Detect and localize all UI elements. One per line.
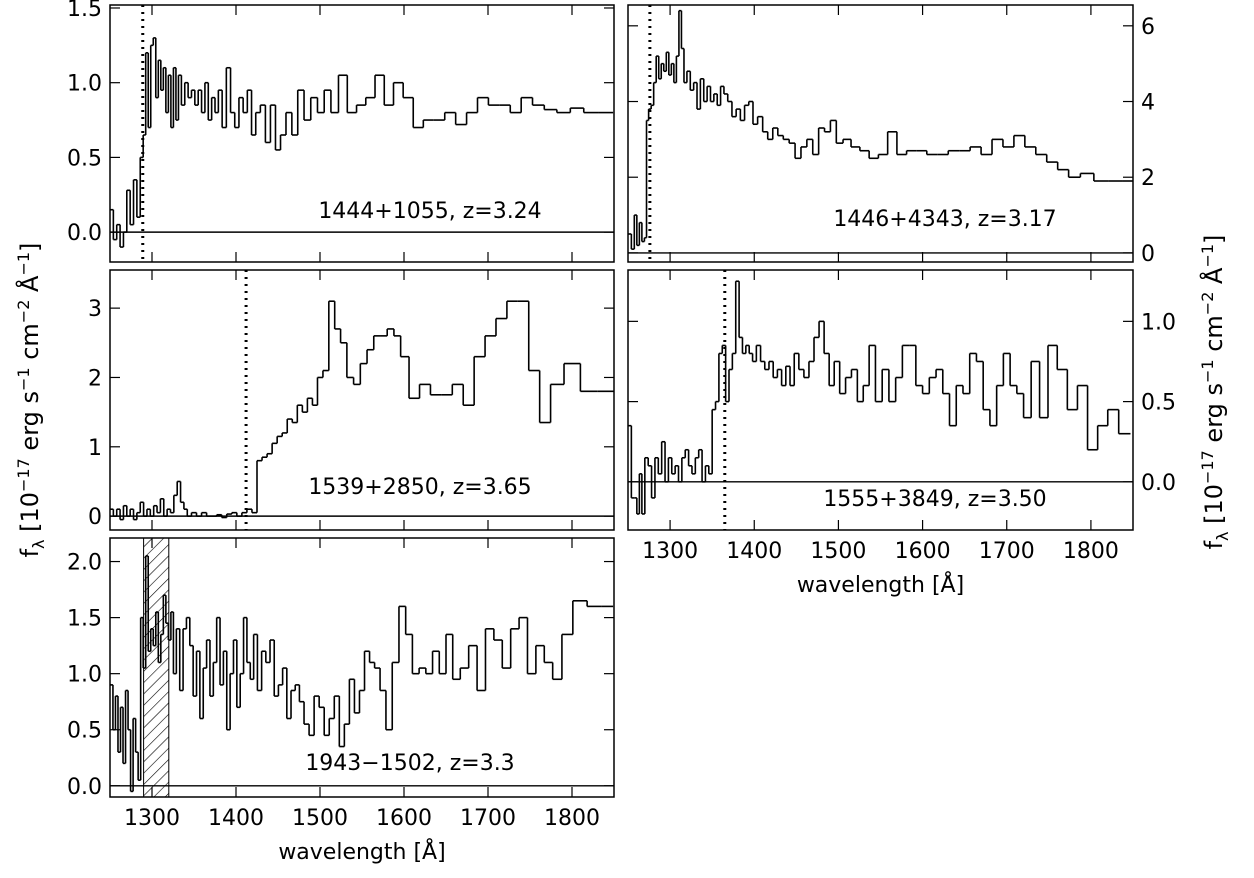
y-tick-label: 1 (88, 436, 102, 461)
x-tick-label: 1800 (1063, 539, 1119, 564)
y-axis-label-part: cm (1200, 315, 1228, 359)
x-axis-label: wavelength [Å] (278, 838, 445, 865)
y-tick-label: 0 (1141, 242, 1155, 267)
y-tick-label: 1.0 (67, 72, 102, 97)
y-tick-label: 2 (88, 366, 102, 391)
y-tick-label: 1.0 (67, 663, 102, 688)
y-axis-label-part: erg s (16, 391, 44, 458)
spectrum-label: 1539+2850, z=3.65 (308, 475, 531, 500)
y-axis-label-part: Å (1199, 267, 1228, 292)
y-tick-label: 0.0 (67, 775, 102, 800)
spectrum-label: 1555+3849, z=3.50 (823, 487, 1046, 512)
spectrum-label: 1444+1055, z=3.24 (318, 199, 541, 224)
spectrum-label: 1446+4343, z=3.17 (833, 207, 1056, 232)
x-tick-label: 1500 (292, 806, 348, 831)
y-axis-label-part: [10 (1200, 484, 1228, 532)
spectrum-label: 1943−1502, z=3.3 (305, 751, 514, 776)
y-axis-label-part: −17 (14, 458, 33, 492)
y-tick-label: 2.0 (67, 551, 102, 576)
y-axis-label-part: −1 (14, 367, 33, 391)
panel-frame (109, 537, 615, 798)
x-tick-label: 1300 (124, 806, 180, 831)
plot-area (110, 5, 614, 262)
y-axis-label-part: ] (1200, 235, 1228, 244)
y-axis-label-part: Å (15, 275, 44, 300)
y-tick-label: 0 (88, 505, 102, 530)
panel-frame (627, 269, 1134, 531)
x-tick-label: 1600 (895, 539, 951, 564)
x-tick-label: 1300 (642, 539, 698, 564)
y-axis-label-part: cm (16, 323, 44, 367)
y-tick-label: 3 (88, 297, 102, 322)
x-tick-label: 1700 (460, 806, 516, 831)
y-tick-label: 1.5 (67, 607, 102, 632)
y-axis-label-part: −17 (1198, 450, 1217, 484)
y-tick-label: 0.5 (67, 719, 102, 744)
x-tick-label: 1800 (544, 806, 600, 831)
y-tick-label: 4 (1141, 91, 1155, 116)
y-tick-label: 6 (1141, 15, 1155, 40)
panel-frame (109, 269, 615, 531)
y-axis-label-part: f (16, 548, 44, 557)
y-axis-label-part: ] (16, 243, 44, 252)
y-axis-label-part: erg s (1200, 383, 1228, 450)
y-axis-label-part: −1 (1198, 244, 1217, 268)
plot-area (110, 538, 614, 797)
y-axis-label: fλ [10−17 erg s−1 cm−2 Å−1] (1198, 235, 1232, 550)
y-axis-label-part: λ (1213, 532, 1232, 541)
y-axis-label: fλ [10−17 erg s−1 cm−2 Å−1] (14, 243, 48, 558)
shaded-region (143, 538, 170, 797)
y-tick-label: 0.0 (1141, 471, 1176, 496)
x-tick-label: 1600 (376, 806, 432, 831)
panel-frame (627, 4, 1134, 263)
y-tick-label: 1.0 (1141, 310, 1176, 335)
plot-area (628, 5, 1133, 262)
y-axis-label-part: −2 (14, 300, 33, 324)
y-axis-label-part: λ (29, 540, 48, 549)
x-tick-label: 1400 (726, 539, 782, 564)
x-tick-label: 1500 (810, 539, 866, 564)
y-axis-label-part: −2 (1198, 292, 1217, 316)
panel-frame (109, 4, 615, 263)
plot-area (110, 270, 614, 530)
y-axis-label-part: −1 (1198, 359, 1217, 383)
y-tick-label: 2 (1141, 166, 1155, 191)
y-axis-label-part: −1 (14, 252, 33, 276)
y-axis-label-part: f (1200, 540, 1228, 549)
y-axis-label-part: [10 (16, 492, 44, 540)
y-tick-label: 0.0 (67, 221, 102, 246)
plot-area (628, 270, 1133, 530)
y-tick-label: 0.5 (67, 146, 102, 171)
x-tick-label: 1400 (208, 806, 264, 831)
y-tick-label: 0.5 (1141, 391, 1176, 416)
y-tick-label: 1.5 (67, 0, 102, 22)
x-axis-label: wavelength [Å] (797, 571, 964, 598)
x-tick-label: 1700 (979, 539, 1035, 564)
